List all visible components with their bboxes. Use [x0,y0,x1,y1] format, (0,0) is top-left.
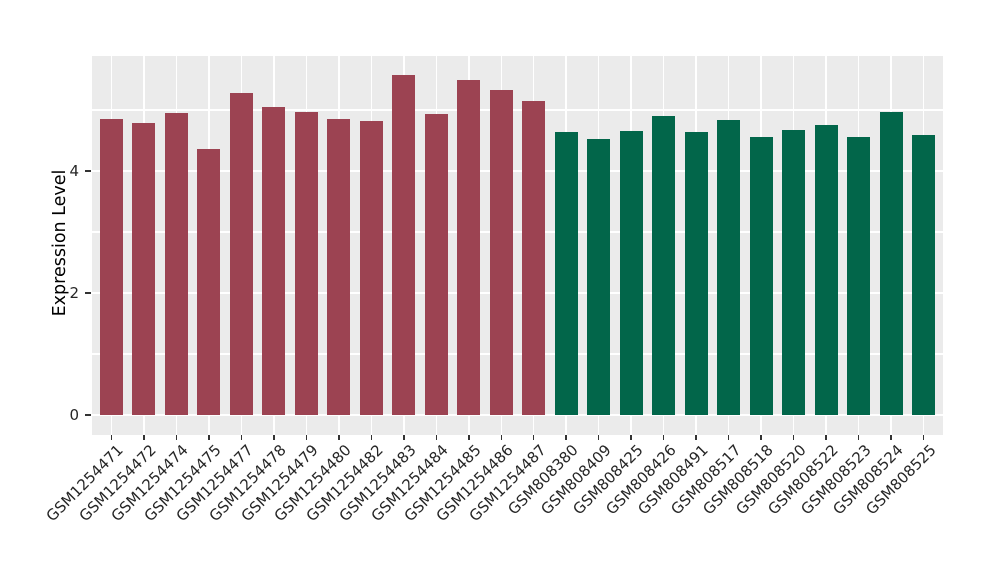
x-tick-mark [662,435,665,440]
x-tick-mark [760,435,762,440]
bar-GSM808491 [684,131,708,415]
x-tick-mark [273,435,275,440]
x-tick-mark [825,435,827,440]
major-gridline [92,170,943,172]
x-tick-mark [792,435,795,440]
x-tick-mark [338,435,340,440]
y-tick-mark [85,414,91,416]
minor-gridline [92,231,943,233]
x-tick-mark [110,435,113,440]
bar-GSM808524 [879,112,903,415]
x-tick-mark [208,435,210,440]
plot-panel [92,56,943,435]
bar-GSM1254475 [197,149,221,415]
bar-GSM1254484 [424,113,448,415]
bar-GSM808517 [717,119,741,415]
x-tick-mark [240,435,243,440]
bar-GSM1254485 [457,80,481,415]
x-tick-mark [468,435,470,440]
minor-gridline [92,109,943,111]
bar-GSM808520 [782,129,806,415]
major-gridline [92,414,943,416]
bar-GSM808518 [749,136,773,415]
x-tick-mark [532,435,535,440]
bar-GSM808425 [619,131,643,415]
y-tick-label: 0 [69,405,79,424]
bar-GSM808426 [652,116,676,415]
x-tick-mark [857,435,860,440]
bar-GSM1254474 [164,113,188,415]
x-tick-mark [565,435,567,440]
x-tick-mark [370,435,373,440]
bar-GSM808523 [847,136,871,415]
x-tick-mark [403,435,405,440]
y-tick-label: 4 [69,161,79,180]
x-tick-mark [175,435,178,440]
y-tick-mark [85,170,91,172]
bar-GSM1254482 [359,120,383,415]
x-tick-mark [890,435,892,440]
x-tick-mark [727,435,730,440]
bar-GSM1254478 [262,106,286,415]
bar-GSM1254471 [99,119,123,415]
bar-GSM1254483 [392,75,416,415]
bar-GSM1254479 [294,112,318,415]
x-tick-mark [305,435,308,440]
bar-GSM1254472 [132,123,156,415]
x-tick-mark [435,435,438,440]
major-gridline [92,292,943,294]
x-tick-mark [500,435,502,440]
bar-GSM1254480 [327,118,351,415]
minor-gridline [92,353,943,355]
x-tick-mark [922,435,925,440]
x-tick-mark [630,435,632,440]
x-tick-mark [695,435,697,440]
bar-GSM1254477 [229,92,253,415]
bar-GSM808409 [587,138,611,415]
y-tick-mark [85,292,91,294]
bar-GSM808380 [554,131,578,415]
y-tick-label: 2 [69,283,79,302]
bar-GSM1254486 [489,90,513,415]
bar-GSM808525 [912,135,935,415]
bar-GSM808522 [814,124,838,415]
x-tick-mark [143,435,145,440]
x-tick-mark [597,435,600,440]
bar-GSM1254487 [522,100,546,415]
